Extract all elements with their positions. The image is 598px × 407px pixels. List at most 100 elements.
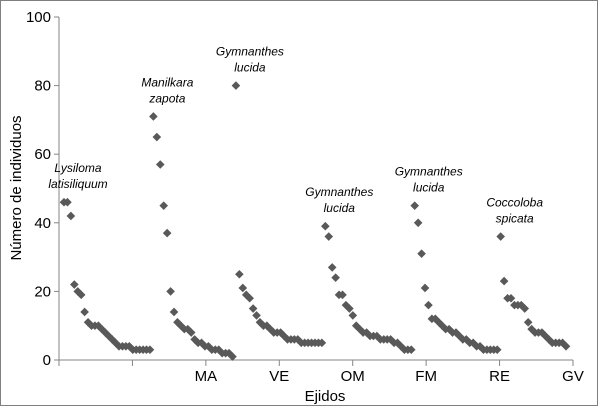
- data-point: [558, 338, 567, 348]
- annotation-label: Gymnanthes: [216, 45, 284, 59]
- data-point: [496, 232, 505, 241]
- data-point: [166, 287, 175, 296]
- y-tick-label: 60: [34, 146, 51, 163]
- data-point: [173, 317, 182, 327]
- data-point: [169, 307, 179, 317]
- data-point: [527, 324, 536, 334]
- data-point: [561, 341, 571, 351]
- data-point: [317, 338, 327, 348]
- data-point: [413, 218, 423, 228]
- y-axis-label: Número de individuos: [8, 115, 25, 260]
- data-point: [345, 304, 354, 313]
- data-point: [406, 345, 416, 355]
- annotation-label: latisiliquum: [48, 177, 107, 191]
- data-point: [224, 348, 234, 358]
- annotation-label: Manilkara: [141, 75, 193, 89]
- data-point: [63, 197, 72, 207]
- data-point: [186, 328, 196, 337]
- annotation-label: lucida: [234, 61, 266, 75]
- data-point: [444, 324, 454, 334]
- data-point: [159, 201, 169, 210]
- species-annotations: Lysiloma latisiliquum Manilkara zapota Gymna…: [48, 45, 543, 226]
- data-point: [434, 317, 444, 327]
- annotation-label: Lysiloma: [54, 161, 101, 175]
- x-category-label: VE: [269, 368, 289, 385]
- data-point: [451, 328, 461, 337]
- data-point: [455, 331, 464, 341]
- y-tick-label: 80: [34, 78, 51, 95]
- axes: [54, 16, 574, 366]
- data-point: [544, 335, 554, 344]
- data-point: [248, 304, 258, 313]
- data-point: [255, 317, 265, 327]
- data-point: [83, 317, 93, 327]
- data-point: [73, 287, 83, 296]
- x-axis-label: Ejidos: [305, 388, 346, 405]
- data-point: [276, 328, 285, 337]
- data-point: [241, 290, 251, 300]
- data-points: [59, 81, 571, 361]
- data-point: [152, 132, 162, 142]
- x-category-label: GV: [562, 368, 584, 385]
- data-point: [279, 331, 289, 341]
- x-category-label: MA: [195, 368, 218, 385]
- annotation-label: zapota: [148, 91, 185, 105]
- data-point: [492, 345, 502, 355]
- annotation-label: Gymnanthes: [305, 185, 373, 199]
- y-tick-label: 100: [26, 9, 51, 26]
- y-tick-label: 20: [34, 283, 51, 300]
- data-point: [393, 338, 402, 348]
- data-point: [541, 331, 550, 341]
- data-point: [145, 345, 155, 355]
- data-point: [66, 211, 76, 221]
- data-point: [372, 331, 382, 341]
- annotation-label: Gymnanthes: [395, 165, 463, 179]
- y-tick-label: 40: [34, 215, 51, 232]
- data-point: [321, 221, 330, 231]
- data-point: [324, 232, 334, 241]
- data-point: [341, 300, 351, 310]
- data-point: [461, 335, 471, 344]
- data-point: [537, 328, 547, 337]
- annotation-label: Coccoloba: [486, 196, 543, 210]
- y-tick-label: 0: [43, 352, 51, 369]
- data-point: [327, 263, 337, 272]
- data-point: [348, 311, 358, 320]
- data-point: [214, 345, 224, 355]
- data-point: [520, 304, 530, 313]
- data-point: [104, 331, 113, 341]
- y-tick-labels: 0 20 40 60 80 100: [26, 9, 51, 369]
- data-point: [125, 341, 134, 351]
- data-point: [149, 112, 158, 121]
- x-category-label: RE: [489, 368, 510, 385]
- data-point: [338, 290, 347, 300]
- x-category-label: OM: [341, 368, 365, 385]
- data-point: [420, 283, 430, 293]
- data-point: [523, 317, 533, 327]
- data-point: [155, 160, 165, 169]
- data-point: [386, 335, 395, 344]
- data-point: [499, 276, 509, 286]
- data-point: [266, 324, 275, 334]
- x-category-labels: MA VE OM FM RE GV: [195, 368, 584, 385]
- x-category-label: FM: [415, 368, 437, 385]
- data-point: [262, 321, 272, 330]
- data-point: [431, 314, 440, 324]
- data-point: [231, 81, 241, 90]
- data-point: [396, 341, 406, 351]
- annotation-label: lucida: [324, 201, 356, 215]
- data-point: [235, 269, 244, 279]
- annotation-label: spicata: [496, 212, 534, 226]
- data-point: [245, 293, 254, 303]
- data-point: [228, 352, 237, 361]
- data-point: [80, 307, 89, 317]
- data-point: [410, 201, 420, 210]
- data-point: [197, 338, 206, 348]
- data-point: [252, 311, 261, 320]
- data-point: [162, 228, 172, 238]
- annotation-label: lucida: [413, 181, 445, 195]
- data-point: [70, 280, 79, 289]
- data-point: [76, 290, 86, 300]
